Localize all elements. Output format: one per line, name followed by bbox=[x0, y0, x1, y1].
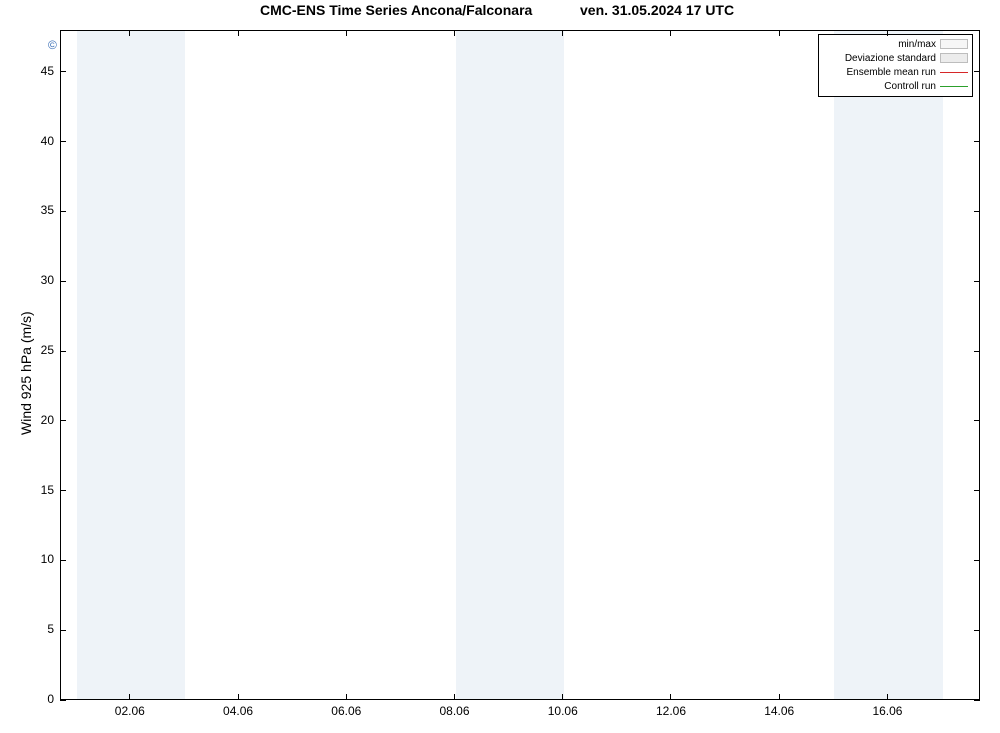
y-tick bbox=[974, 630, 980, 631]
y-tick-label: 30 bbox=[26, 273, 54, 287]
x-tick bbox=[562, 694, 563, 700]
x-tick bbox=[779, 694, 780, 700]
x-tick bbox=[238, 694, 239, 700]
weekend-band bbox=[834, 31, 942, 699]
legend-item: Deviazione standard bbox=[823, 51, 968, 65]
y-tick bbox=[60, 281, 66, 282]
y-tick bbox=[60, 141, 66, 142]
y-tick bbox=[60, 420, 66, 421]
x-tick-label: 02.06 bbox=[105, 704, 155, 718]
y-tick-label: 35 bbox=[26, 203, 54, 217]
y-tick bbox=[60, 490, 66, 491]
x-tick bbox=[670, 694, 671, 700]
x-tick-label: 16.06 bbox=[862, 704, 912, 718]
legend-swatch bbox=[940, 86, 968, 87]
y-tick-label: 20 bbox=[26, 413, 54, 427]
y-tick bbox=[974, 141, 980, 142]
y-tick-label: 25 bbox=[26, 343, 54, 357]
y-tick bbox=[60, 351, 66, 352]
legend-item-label: min/max bbox=[898, 39, 936, 50]
y-tick bbox=[974, 560, 980, 561]
x-tick bbox=[238, 30, 239, 36]
y-tick bbox=[60, 211, 66, 212]
x-tick-label: 08.06 bbox=[430, 704, 480, 718]
x-tick bbox=[129, 694, 130, 700]
y-tick bbox=[60, 700, 66, 701]
x-tick bbox=[454, 30, 455, 36]
x-tick bbox=[346, 694, 347, 700]
x-tick bbox=[129, 30, 130, 36]
y-tick-label: 40 bbox=[26, 134, 54, 148]
x-tick bbox=[887, 30, 888, 36]
y-tick-label: 10 bbox=[26, 552, 54, 566]
legend-swatch bbox=[940, 72, 968, 73]
weekend-band bbox=[77, 31, 185, 699]
x-tick-label: 10.06 bbox=[538, 704, 588, 718]
legend-item-label: Deviazione standard bbox=[845, 53, 936, 64]
chart-title-left: CMC-ENS Time Series Ancona/Falconara bbox=[260, 2, 532, 18]
x-tick-label: 06.06 bbox=[321, 704, 371, 718]
plot-area: min/max Deviazione standard Ensemble mean … bbox=[60, 30, 980, 700]
x-tick bbox=[454, 694, 455, 700]
y-tick bbox=[60, 71, 66, 72]
y-tick-label: 0 bbox=[26, 692, 54, 706]
y-tick-label: 15 bbox=[26, 483, 54, 497]
legend-item-label: Ensemble mean run bbox=[847, 67, 937, 78]
y-tick-label: 5 bbox=[26, 622, 54, 636]
y-tick bbox=[974, 211, 980, 212]
x-tick bbox=[779, 30, 780, 36]
y-tick bbox=[974, 281, 980, 282]
y-tick bbox=[974, 351, 980, 352]
x-tick-label: 14.06 bbox=[754, 704, 804, 718]
legend-item-label: Controll run bbox=[884, 81, 936, 92]
y-tick bbox=[974, 420, 980, 421]
x-tick-label: 04.06 bbox=[213, 704, 263, 718]
y-tick-label: 45 bbox=[26, 64, 54, 78]
x-tick bbox=[670, 30, 671, 36]
legend: min/max Deviazione standard Ensemble mean … bbox=[818, 34, 973, 97]
weekend-band bbox=[456, 31, 564, 699]
y-tick bbox=[974, 490, 980, 491]
y-tick bbox=[974, 700, 980, 701]
y-tick bbox=[974, 71, 980, 72]
y-tick bbox=[60, 630, 66, 631]
x-tick bbox=[562, 30, 563, 36]
legend-swatch bbox=[940, 53, 968, 63]
y-tick bbox=[60, 560, 66, 561]
legend-swatch bbox=[940, 39, 968, 49]
x-tick bbox=[887, 694, 888, 700]
chart-container: CMC-ENS Time Series Ancona/Falconara ven… bbox=[0, 0, 1000, 733]
x-tick-label: 12.06 bbox=[646, 704, 696, 718]
legend-item: min/max bbox=[823, 37, 968, 51]
legend-item: Controll run bbox=[823, 79, 968, 93]
chart-title-right: ven. 31.05.2024 17 UTC bbox=[580, 2, 734, 18]
x-tick bbox=[346, 30, 347, 36]
legend-item: Ensemble mean run bbox=[823, 65, 968, 79]
